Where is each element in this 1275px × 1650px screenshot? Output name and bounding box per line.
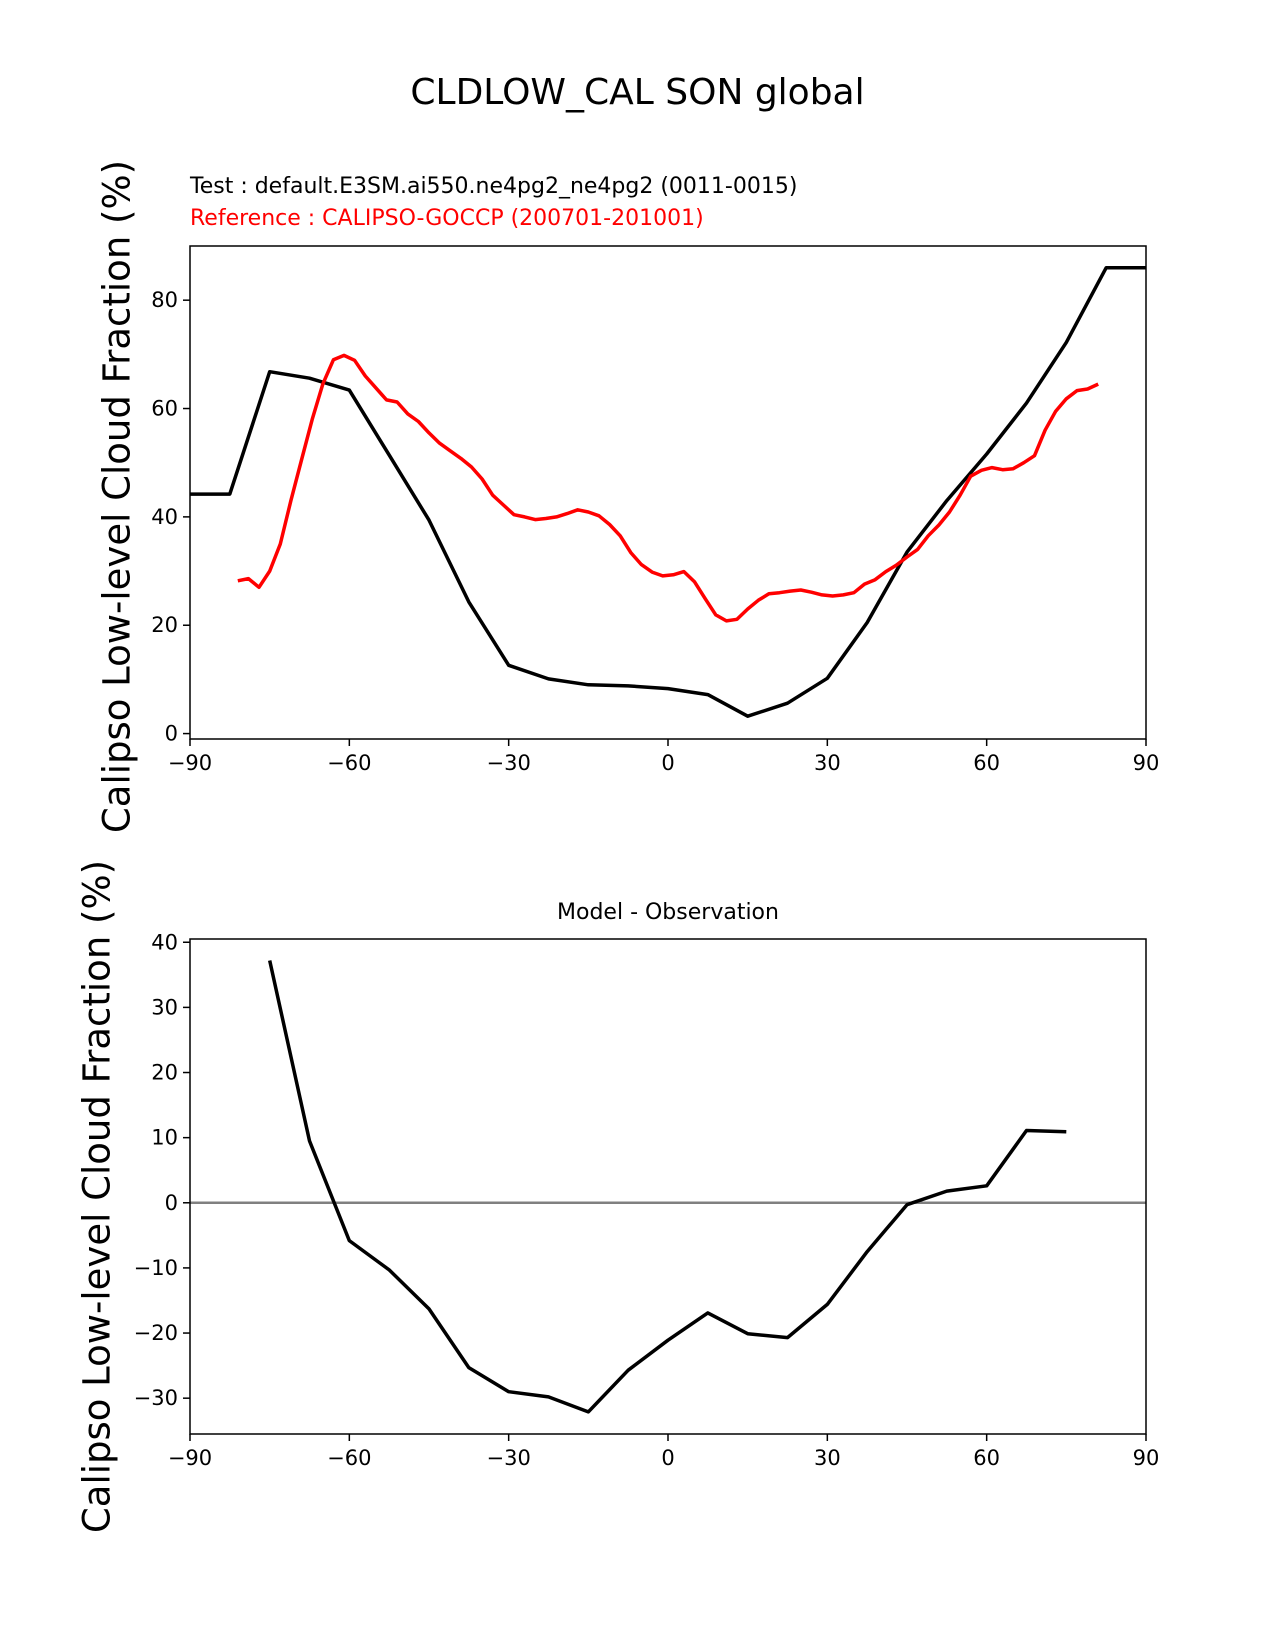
bottom-x-tick-label: −90 [168, 1446, 212, 1470]
top-y-tick-label: 60 [151, 397, 178, 421]
bottom-x-tick-label: 30 [814, 1446, 841, 1470]
bottom-series-line-0 [267, 960, 1067, 1414]
top-x-tick-label: 0 [661, 751, 674, 775]
top-axes-frame [189, 245, 1147, 740]
reference-label: Reference : CALIPSO-GOCCP (200701-201001… [190, 206, 704, 231]
top-y-tick-label: 20 [151, 613, 178, 637]
test-label: Test : default.E3SM.ai550.ne4pg2_ne4pg2 … [190, 174, 798, 199]
top-y-tick-label: 40 [151, 505, 178, 529]
bottom-y-tick-label: −20 [134, 1321, 178, 1345]
bottom-x-tick-label: 60 [973, 1446, 1000, 1470]
top-series-line-0 [190, 265, 1146, 718]
figure-title: CLDLOW_CAL SON global [410, 72, 865, 113]
bottom-x-tick-label: −30 [487, 1446, 531, 1470]
bottom-x-tick-label: −60 [327, 1446, 371, 1470]
top-y-tick-label: 80 [151, 288, 178, 312]
bottom-y-tick-label: 0 [165, 1191, 178, 1215]
top-x-tick-label: −60 [327, 751, 371, 775]
bottom-y-tick-label: 40 [151, 930, 178, 954]
bottom-y-tick-label: −30 [134, 1386, 178, 1410]
top-x-tick-label: −90 [168, 751, 212, 775]
bottom-y-tick-label: 30 [151, 995, 178, 1019]
top-x-tick-label: 90 [1133, 751, 1160, 775]
top-x-tick-label: −30 [487, 751, 531, 775]
bottom-axes-frame [189, 938, 1147, 1435]
top-y-tick-label: 0 [165, 722, 178, 746]
top-series-line-1 [237, 353, 1099, 623]
bottom-y-tick-label: −10 [134, 1256, 178, 1280]
top-x-tick-label: 30 [814, 751, 841, 775]
bottom-x-tick-label: 0 [661, 1446, 674, 1470]
bottom-y-tick-label: 20 [151, 1061, 178, 1085]
bottom-y-tick-label: 10 [151, 1126, 178, 1150]
bottom-x-tick-label: 90 [1133, 1446, 1160, 1470]
top-x-tick-label: 60 [973, 751, 1000, 775]
bottom-panel-title: Model - Observation [557, 900, 779, 925]
